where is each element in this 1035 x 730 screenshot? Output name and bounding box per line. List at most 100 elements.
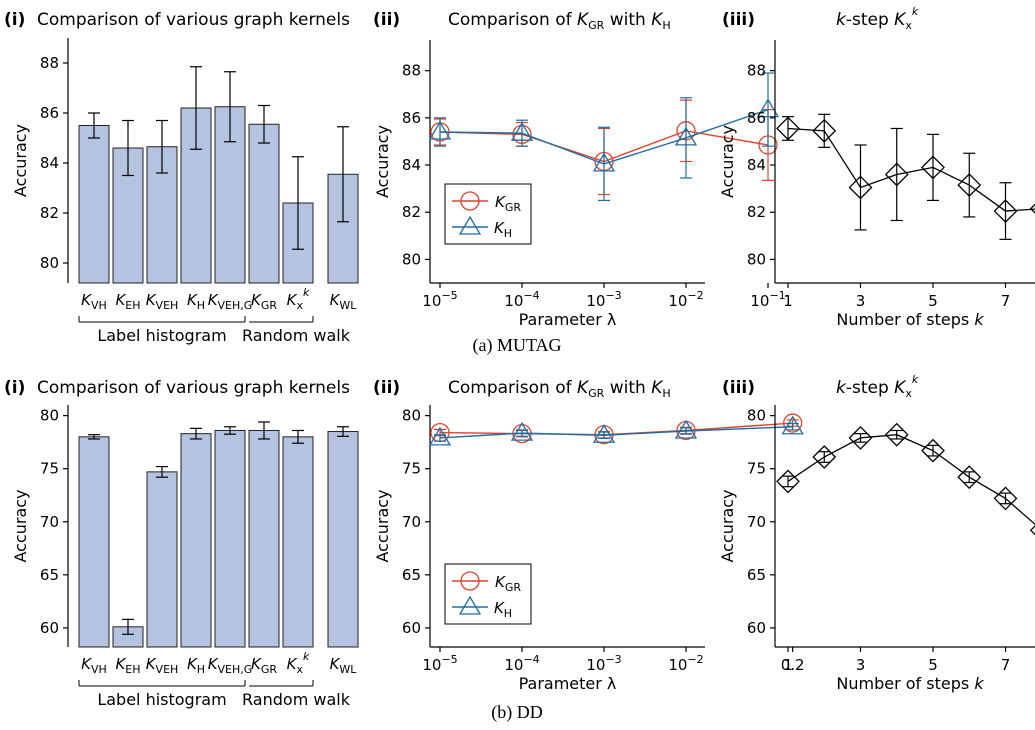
x-tick-label: KVH bbox=[81, 291, 107, 312]
y-tick-label: 65 bbox=[402, 566, 421, 584]
x-tick-label: KGR bbox=[251, 291, 277, 312]
marker-triangle bbox=[674, 419, 698, 439]
y-tick-label: 80 bbox=[40, 254, 59, 272]
y-tick-label: 70 bbox=[40, 513, 59, 531]
y-tick-label: 82 bbox=[747, 203, 766, 221]
marker-diamond bbox=[1029, 203, 1035, 214]
y-tick-label: 80 bbox=[40, 407, 59, 425]
x-axis-label: Number of steps k bbox=[836, 310, 984, 329]
y-axis-label: Accuracy bbox=[11, 489, 30, 562]
marker-diamond bbox=[884, 422, 909, 447]
panel-title: Comparison of KGR with KH bbox=[448, 10, 671, 32]
x-tick-label: 5 bbox=[928, 656, 938, 674]
marker-diamond bbox=[993, 199, 1018, 223]
series-line bbox=[439, 426, 793, 439]
y-axis-label: Accuracy bbox=[11, 124, 30, 197]
y-tick-label: 86 bbox=[402, 109, 421, 127]
x-tick-label: 10−1 bbox=[750, 289, 785, 310]
y-tick-label: 88 bbox=[40, 54, 59, 72]
x-tick-label: KVEH,G bbox=[208, 291, 253, 312]
panel-title: k-step Kxk bbox=[836, 5, 919, 32]
marker-diamond bbox=[812, 118, 837, 143]
group-label: Random walk bbox=[242, 690, 351, 709]
y-tick-label: 75 bbox=[402, 460, 421, 478]
x-tick-label: Kxk bbox=[287, 286, 310, 312]
x-tick-label: 10−2 bbox=[668, 289, 703, 310]
x-tick-label: 1 bbox=[783, 292, 793, 310]
bar bbox=[248, 123, 280, 284]
x-tick-label: 5 bbox=[928, 292, 938, 310]
marker-triangle bbox=[458, 215, 482, 235]
panel-tag: (i) bbox=[4, 10, 25, 30]
caption-dd: (b) DD bbox=[491, 702, 543, 723]
x-tick-label: 3 bbox=[856, 656, 866, 674]
x-tick-label: 7 bbox=[1001, 292, 1011, 310]
x-tick-label: KEH bbox=[115, 291, 140, 312]
y-tick-label: 75 bbox=[747, 460, 766, 478]
bar bbox=[327, 431, 359, 648]
y-axis-label: Accuracy bbox=[373, 489, 392, 562]
x-tick-label: 10−5 bbox=[422, 289, 457, 310]
bar bbox=[146, 471, 178, 648]
marker-triangle bbox=[458, 595, 482, 615]
y-tick-label: 75 bbox=[40, 460, 59, 478]
x-tick-label: 10−3 bbox=[586, 653, 621, 674]
x-axis-label: Parameter λ bbox=[519, 674, 617, 693]
bar bbox=[180, 433, 212, 648]
x-tick-label: KVEH bbox=[146, 655, 179, 676]
panel-title: Comparison of various graph kernels bbox=[37, 378, 350, 398]
y-tick-label: 70 bbox=[402, 513, 421, 531]
y-tick-label: 88 bbox=[747, 62, 766, 80]
y-tick-label: 80 bbox=[747, 250, 766, 268]
legend-label: KH bbox=[494, 219, 512, 240]
marker-diamond bbox=[1029, 525, 1035, 536]
x-tick-label: 7 bbox=[1001, 656, 1011, 674]
group-label: Label histogram bbox=[97, 690, 226, 709]
x-tick-label: 10−2 bbox=[668, 653, 703, 674]
panel-tag: (iii) bbox=[722, 378, 755, 398]
x-tick-label: KH bbox=[187, 291, 205, 312]
x-tick-label: 10−4 bbox=[504, 653, 539, 674]
marker-triangle bbox=[510, 121, 534, 141]
y-tick-label: 60 bbox=[402, 619, 421, 637]
bar bbox=[282, 436, 314, 648]
panel-tag: (ii) bbox=[373, 378, 400, 398]
y-tick-label: 60 bbox=[40, 619, 59, 637]
marker-triangle bbox=[428, 120, 452, 140]
y-tick-label: 84 bbox=[747, 156, 766, 174]
y-tick-label: 82 bbox=[40, 204, 59, 222]
group-label: Random walk bbox=[242, 326, 351, 345]
marker-diamond bbox=[957, 173, 982, 198]
y-tick-label: 88 bbox=[402, 62, 421, 80]
y-tick-label: 84 bbox=[402, 156, 421, 174]
x-tick-label: KWL bbox=[330, 291, 358, 312]
marker-circle bbox=[460, 571, 480, 591]
x-tick-label: KVEH,G bbox=[208, 655, 253, 676]
panel-tag: (ii) bbox=[373, 10, 400, 30]
x-tick-label: KH bbox=[187, 655, 205, 676]
y-tick-label: 65 bbox=[40, 566, 59, 584]
y-tick-label: 70 bbox=[747, 513, 766, 531]
panel-title: Comparison of various graph kernels bbox=[37, 10, 350, 30]
group-label: Label histogram bbox=[97, 326, 226, 345]
x-tick-label: Kxk bbox=[287, 650, 310, 676]
panel-tag: (iii) bbox=[722, 10, 755, 30]
y-tick-label: 86 bbox=[747, 109, 766, 127]
y-tick-label: 86 bbox=[40, 104, 59, 122]
series-line bbox=[787, 127, 1035, 212]
legend-box bbox=[444, 563, 532, 625]
x-tick-label: 0.2 bbox=[781, 656, 805, 674]
bar bbox=[248, 429, 280, 648]
x-axis-label: Parameter λ bbox=[519, 310, 617, 329]
x-tick-label: 3 bbox=[856, 292, 866, 310]
y-axis-label: Accuracy bbox=[373, 125, 392, 198]
y-tick-label: 80 bbox=[747, 407, 766, 425]
x-tick-label: KGR bbox=[251, 655, 277, 676]
y-tick-label: 60 bbox=[747, 619, 766, 637]
y-axis-label: Accuracy bbox=[718, 125, 737, 198]
y-tick-label: 80 bbox=[402, 407, 421, 425]
marker-circle bbox=[783, 413, 803, 433]
x-tick-label: KVEH bbox=[146, 291, 179, 312]
x-tick-label: KVH bbox=[81, 655, 107, 676]
